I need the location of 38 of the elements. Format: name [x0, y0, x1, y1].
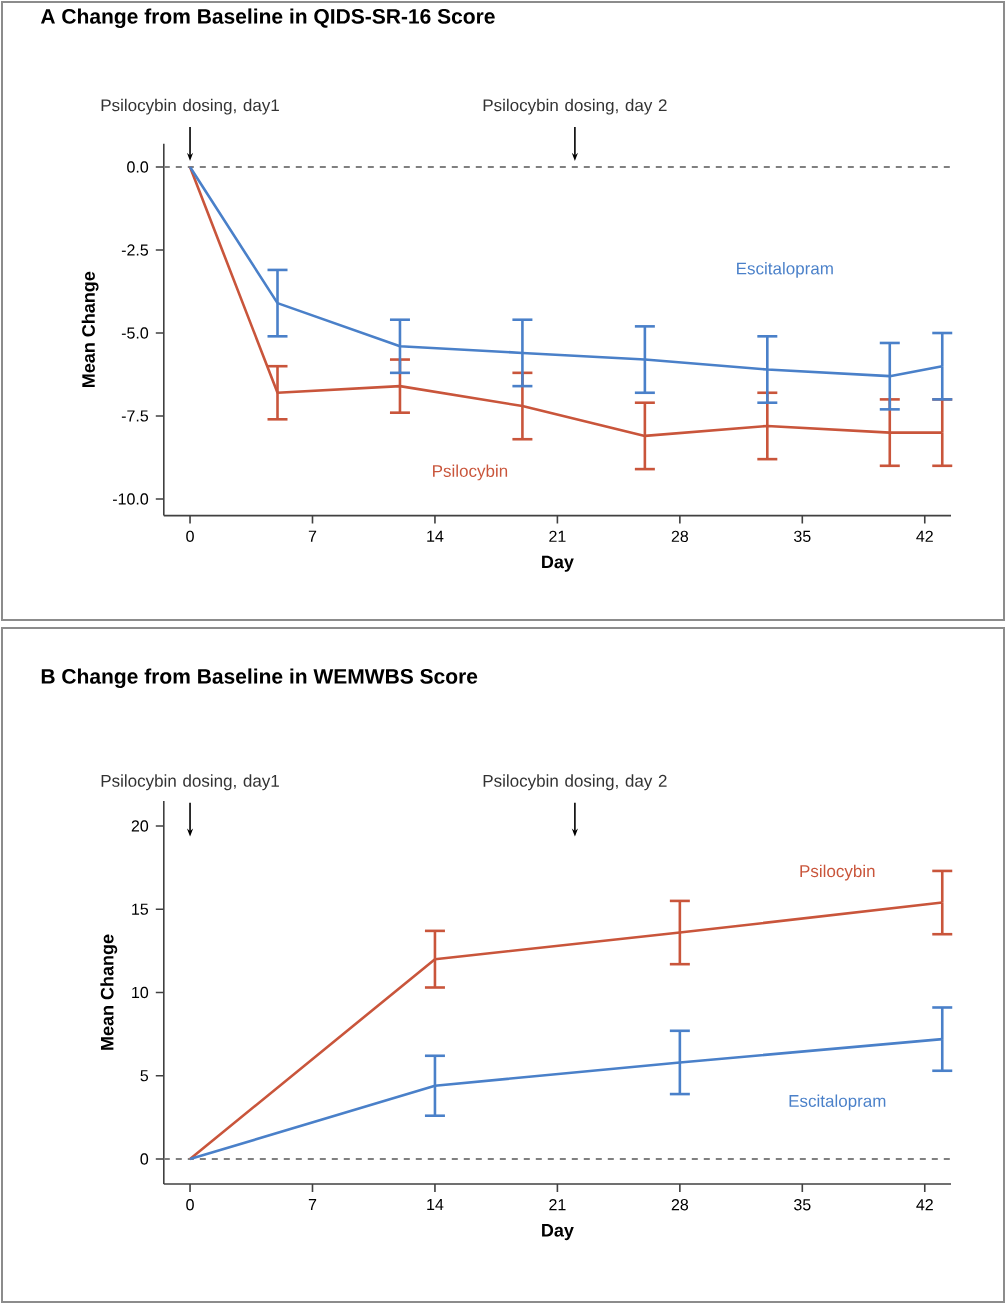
x-tick-label: 35 [794, 1199, 811, 1211]
y-tick-label: -2.5 [121, 244, 149, 256]
x-tick-label: 28 [671, 530, 689, 542]
y-axis-title: Mean Change [100, 934, 118, 1050]
y-tick-label: 0.0 [127, 161, 149, 173]
x-tick-label: 42 [916, 530, 933, 542]
text: Psilocybin dosing, day 2 [483, 774, 667, 791]
y-tick-label: 20 [131, 820, 149, 832]
x-tick-label: 14 [427, 530, 444, 542]
x-tick-label: 28 [671, 1199, 689, 1211]
x-tick-label: 21 [549, 1199, 566, 1211]
text: Psilocybin dosing, day 2 [483, 98, 667, 115]
chart-title: A Change from Baseline in QIDS-SR-16 Score [40, 8, 495, 29]
y-axis-title: Mean Change [81, 271, 99, 387]
x-tick-label: 42 [916, 1199, 933, 1211]
y-tick-label: 0 [140, 1153, 149, 1165]
text: Escitalopram [789, 1094, 886, 1111]
y-tick-label: 5 [140, 1070, 149, 1082]
x-tick-label: 35 [794, 530, 811, 542]
x-tick-label: 7 [308, 1199, 317, 1211]
y-tick-label: 10 [132, 986, 149, 999]
text: Psilocybin dosing, day1 [101, 98, 279, 115]
series-label: Psilocybin [800, 864, 875, 881]
y-tick-label: -7.5 [121, 410, 149, 422]
x-axis-title: Day [542, 1224, 574, 1241]
x-axis-title: Day [542, 555, 574, 572]
text: Psilocybin [433, 464, 508, 481]
y-tick-label: 15 [132, 903, 149, 915]
x-tick-label: 0 [186, 1199, 194, 1211]
x-tick-label: 14 [427, 1199, 444, 1211]
y-tick-label: -10.0 [112, 493, 149, 505]
text: Escitalopram [737, 262, 833, 278]
y-tick-label: -5.0 [121, 327, 149, 339]
chart-title: B Change from Baseline in WEMWBS Score [41, 668, 478, 689]
x-tick-label: 7 [308, 530, 317, 542]
x-tick-label: 21 [549, 530, 566, 542]
text: Psilocybin dosing, day1 [101, 774, 279, 791]
x-tick-label: 0 [186, 530, 194, 542]
